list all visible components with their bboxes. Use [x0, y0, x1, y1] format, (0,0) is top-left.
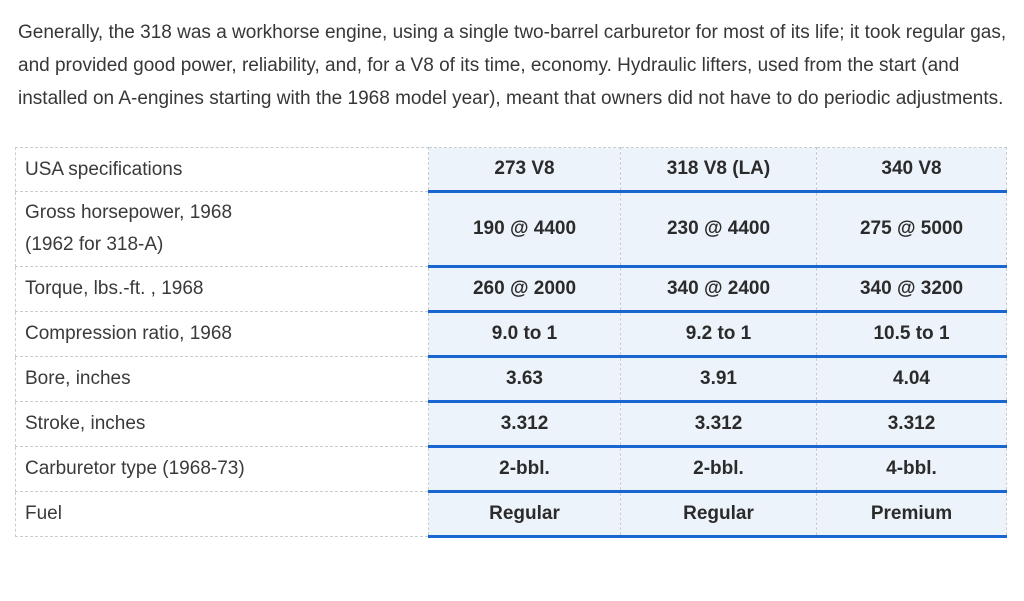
row-value: 230 @ 4400: [620, 191, 817, 268]
table-row: Stroke, inches 3.312 3.312 3.312: [15, 401, 1007, 448]
row-value: 190 @ 4400: [428, 191, 621, 268]
table-title-cell: USA specifications: [15, 147, 429, 192]
engine-spec-table: USA specifications 273 V8 318 V8 (LA) 34…: [15, 147, 1007, 538]
spec-table-body: Gross horsepower, 1968 (1962 for 318-A) 1…: [15, 191, 1007, 538]
row-value: 340 @ 3200: [816, 266, 1007, 313]
row-value: 3.312: [428, 401, 621, 448]
row-value: 9.2 to 1: [620, 311, 817, 358]
table-row: Fuel Regular Regular Premium: [15, 491, 1007, 538]
row-value: 3.312: [816, 401, 1007, 448]
row-value: 10.5 to 1: [816, 311, 1007, 358]
row-value: 4-bbl.: [816, 446, 1007, 493]
column-header-273-v8: 273 V8: [428, 147, 621, 193]
row-label: Gross horsepower, 1968 (1962 for 318-A): [15, 191, 429, 267]
row-value: 340 @ 2400: [620, 266, 817, 313]
row-value: 4.04: [816, 356, 1007, 403]
table-header-row: USA specifications 273 V8 318 V8 (LA) 34…: [15, 147, 1007, 193]
table-row: Bore, inches 3.63 3.91 4.04: [15, 356, 1007, 403]
row-value: 275 @ 5000: [816, 191, 1007, 268]
column-header-318-v8-la: 318 V8 (LA): [620, 147, 817, 193]
row-value: 260 @ 2000: [428, 266, 621, 313]
table-row: Compression ratio, 1968 9.0 to 1 9.2 to …: [15, 311, 1007, 358]
table-row: Torque, lbs.-ft. , 1968 260 @ 2000 340 @…: [15, 266, 1007, 313]
row-label: Fuel: [15, 491, 429, 537]
row-label: Stroke, inches: [15, 401, 429, 447]
column-header-340-v8: 340 V8: [816, 147, 1007, 193]
row-value: Regular: [620, 491, 817, 538]
row-value: Premium: [816, 491, 1007, 538]
row-value: 2-bbl.: [620, 446, 817, 493]
intro-paragraph: Generally, the 318 was a workhorse engin…: [18, 22, 1007, 109]
row-label: Torque, lbs.-ft. , 1968: [15, 266, 429, 312]
row-value: 9.0 to 1: [428, 311, 621, 358]
row-label: Compression ratio, 1968: [15, 311, 429, 357]
row-label: Bore, inches: [15, 356, 429, 402]
row-value: 3.63: [428, 356, 621, 403]
row-value: 3.91: [620, 356, 817, 403]
row-value: Regular: [428, 491, 621, 538]
row-value: 2-bbl.: [428, 446, 621, 493]
table-row: Gross horsepower, 1968 (1962 for 318-A) 1…: [15, 191, 1007, 268]
row-label: Carburetor type (1968-73): [15, 446, 429, 492]
table-row: Carburetor type (1968-73) 2-bbl. 2-bbl. …: [15, 446, 1007, 493]
row-value: 3.312: [620, 401, 817, 448]
